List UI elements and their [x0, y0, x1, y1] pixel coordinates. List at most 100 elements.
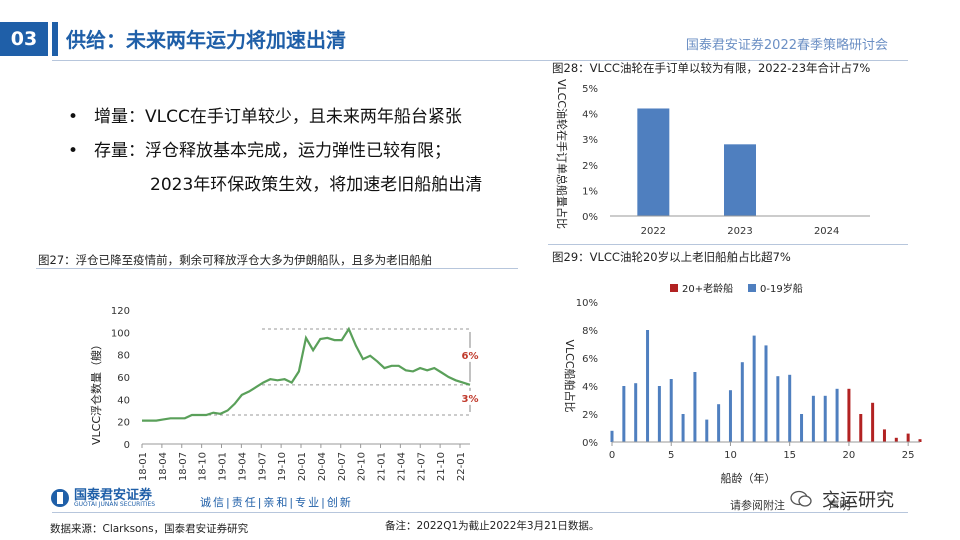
x-tick-label: 21-01 [377, 452, 388, 481]
wechat-icon [790, 490, 812, 507]
footer-divider [52, 512, 908, 513]
x-tick-label: 19-10 [277, 452, 288, 481]
x-tick-label: 18-04 [158, 452, 169, 481]
fig29-ylabel: VLCC船舶占比 [563, 339, 577, 412]
bullet-1: • 增量：VLCC在手订单较少，且未来两年船台紧张 [68, 102, 462, 127]
y-tick-label: 20 [117, 418, 130, 429]
fig29-title: 图29：VLCC油轮20岁以上老旧船舶占比超7% [552, 250, 791, 264]
y-tick-label: 1% [582, 186, 598, 197]
bar-age-4 [657, 386, 661, 442]
x-tick-label: 2023 [727, 226, 752, 237]
x-tick-label: 18-10 [198, 452, 209, 481]
x-tick-label: 20-04 [317, 452, 328, 481]
bar-age-10 [728, 390, 732, 442]
x-tick-label: 18-07 [178, 452, 189, 481]
bar-age-14 [776, 376, 780, 442]
bar-age-20 [847, 388, 851, 442]
y-tick-label: 0 [124, 440, 130, 451]
bar-age-15 [788, 374, 792, 442]
legend-swatch-old [670, 284, 678, 292]
bar-age-11 [740, 362, 744, 442]
fig27-y-axis: 0 20 40 60 80 100 120 [111, 306, 130, 451]
fig28-ylabel: VLCC油轮在手订单总船量占比 [555, 79, 569, 229]
fig28-bars [637, 108, 756, 216]
logo-cn: 国泰君安证券 [74, 487, 153, 503]
x-tick-label: 21-04 [396, 452, 407, 481]
bar-age-22 [871, 402, 875, 442]
fig27-annotations: 6% 3% [458, 331, 480, 412]
x-tick-label: 19-01 [218, 452, 229, 481]
y-tick-label: 5% [582, 84, 598, 95]
bar-age-13 [764, 345, 768, 442]
x-tick-label: 19-07 [257, 452, 268, 481]
fig29-y-axis: 0% 2% 4% 6% 8% 10% [576, 298, 598, 449]
bullet-text: 增量：VLCC在手订单较少，且未来两年船台紧张 [94, 107, 462, 127]
annotation-label: 6% [462, 351, 479, 362]
bar-age-7 [693, 372, 697, 442]
x-tick-label: 22-01 [456, 452, 467, 481]
wechat-watermark: 交运研究 [790, 486, 894, 512]
data-source: 数据来源：Clarksons，国泰君安证券研究 [50, 523, 249, 535]
x-tick-label: 19-04 [237, 452, 248, 481]
annotation-bg [458, 390, 480, 405]
bar-age-1 [622, 386, 626, 442]
fig28-divider [548, 244, 908, 245]
y-tick-label: 120 [111, 306, 130, 317]
fig27-series [142, 326, 471, 422]
y-tick-label: 60 [117, 373, 130, 384]
y-tick-label: 6% [582, 354, 598, 365]
bar-age-25 [906, 433, 910, 442]
x-tick-label: 2022 [641, 226, 666, 237]
logo-en: GUOTAI JUNAN SECURITIES [74, 500, 156, 508]
bar-age-19 [835, 388, 839, 442]
bar-age-16 [800, 414, 804, 442]
title-accent-bar [52, 22, 58, 56]
bar-age-12 [752, 335, 756, 442]
fig27-series-line [142, 326, 471, 422]
fig28-x-axis: 2022 2023 2024 [610, 215, 870, 237]
bullet-text: 存量：浮仓释放基本完成，运力弹性已较有限； [94, 141, 451, 161]
page-title: 供给：未来两年运力将加速出清 [66, 28, 346, 52]
bar-age-21 [859, 414, 863, 442]
y-tick-label: 4% [582, 110, 598, 121]
bar-age-24 [894, 437, 898, 442]
y-tick-label: 2% [582, 161, 598, 172]
legend-swatch-young [748, 284, 756, 292]
bullet-text: 2023年环保政策生效，将加速老旧船舶出清 [150, 175, 483, 195]
y-tick-label: 100 [111, 328, 130, 339]
x-tick-label: 0 [609, 450, 615, 461]
bar-age-0 [610, 430, 614, 442]
x-tick-label: 21-10 [436, 452, 447, 481]
bullet-3: 2023年环保政策生效，将加速老旧船舶出清 [150, 170, 482, 195]
annotation-bg [458, 347, 480, 362]
disclaimer-text-2: 声明 [828, 499, 851, 512]
fig29-x-axis: 0 5 10 15 20 25 [609, 441, 920, 461]
bar-age-17 [811, 395, 815, 442]
slogan: 诚信|责任|亲和|专业|创新 [200, 496, 353, 509]
y-tick-label: 0% [582, 438, 598, 449]
bullet-2: • 存量：浮仓释放基本完成，运力弹性已较有限； [68, 136, 451, 161]
fig27-reference-lines [202, 328, 470, 416]
disclaimer-text: 请参阅附注 [730, 499, 785, 512]
x-tick-label: 20-10 [357, 452, 368, 481]
fig29-legend: 20+老龄船 0-19岁船 [670, 282, 803, 295]
fig29-xlabel: 船龄（年） [721, 471, 776, 485]
disclaimer: 请参阅附注 声明 [730, 497, 851, 513]
y-tick-label: 0% [582, 212, 598, 223]
header-divider [52, 60, 908, 61]
bar-age-3 [646, 330, 650, 442]
y-tick-label: 3% [582, 135, 598, 146]
y-tick-label: 40 [117, 395, 130, 406]
wechat-account: 交运研究 [822, 490, 894, 511]
fig27-chart: 0 20 40 60 80 100 120 18-01 18-04 18-07 18-10 19-0… [89, 306, 480, 481]
y-tick-label: 2% [582, 410, 598, 421]
fig27-divider [36, 268, 518, 269]
bar-age-2 [634, 383, 638, 442]
x-tick-label: 10 [724, 450, 737, 461]
logo-mark-icon [51, 489, 69, 507]
bullet-dot: • [68, 141, 79, 161]
bar-age-26 [918, 439, 922, 442]
y-tick-label: 10% [576, 298, 598, 309]
x-tick-label: 20 [843, 450, 856, 461]
fig28-y-axis: 0% 1% 2% 3% 4% 5% [582, 84, 598, 223]
